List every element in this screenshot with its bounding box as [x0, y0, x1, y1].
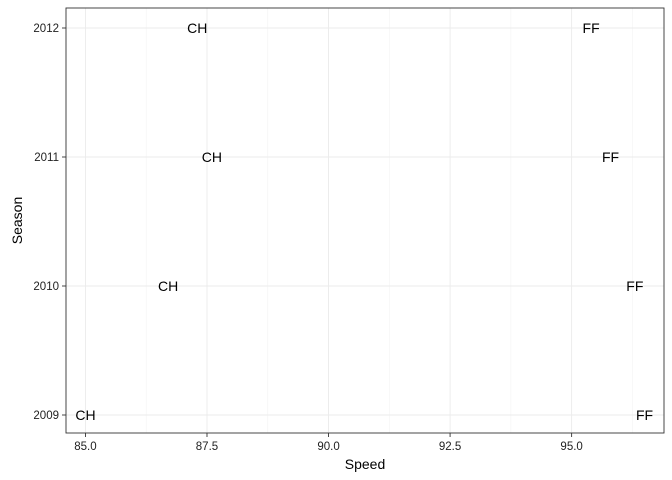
- point-label-ff: FF: [636, 407, 653, 423]
- x-tick-label: 95.0: [560, 441, 582, 453]
- point-label-ch: CH: [202, 149, 222, 165]
- data-labels: CH CH CH CH FF FF FF FF: [75, 20, 653, 423]
- y-axis-ticks: 2009 2010 2011 2012: [33, 23, 66, 422]
- plot-panel-border: [65, 7, 665, 434]
- point-label-ch: CH: [187, 20, 207, 36]
- x-axis-ticks: 85.0 87.5 90.0 92.5 95.0: [74, 433, 583, 453]
- point-label-ch: CH: [158, 278, 178, 294]
- y-axis-title: Season: [9, 197, 25, 244]
- grid-lines: [66, 8, 664, 433]
- point-label-ff: FF: [626, 278, 643, 294]
- point-label-ff: FF: [602, 149, 619, 165]
- y-tick-label: 2011: [34, 152, 59, 164]
- x-tick-label: 90.0: [317, 441, 339, 453]
- point-label-ff: FF: [583, 20, 600, 36]
- x-tick-label: 85.0: [74, 441, 96, 453]
- x-tick-label: 87.5: [196, 441, 218, 453]
- y-tick-label: 2012: [33, 23, 59, 35]
- x-tick-label: 92.5: [439, 441, 461, 453]
- y-tick-label: 2009: [33, 410, 59, 422]
- x-axis-title: Speed: [345, 456, 385, 472]
- y-tick-label: 2010: [33, 281, 59, 293]
- point-label-ch: CH: [75, 407, 95, 423]
